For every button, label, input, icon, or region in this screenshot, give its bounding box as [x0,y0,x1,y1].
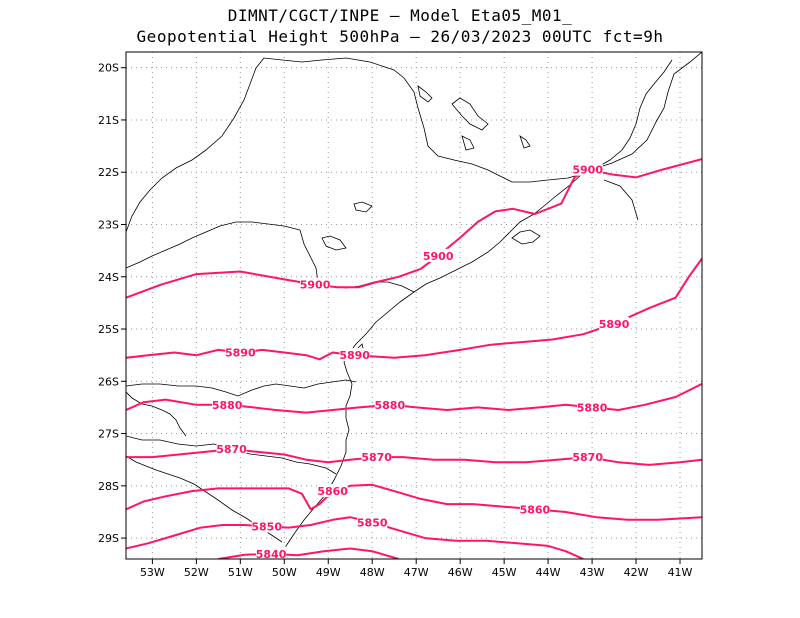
contour-label-bg [339,348,370,362]
contour-label-bg [212,397,243,411]
x-tick-label: 50W [272,566,297,579]
contour-lines [126,158,702,559]
axis-ticks: 53W 52W 51W 50W 49W 48W 47W 46W 45W 44W 43W 42W 41W 2… [98,62,693,579]
contour-label-5860: 5860 [317,485,348,498]
y-tick-label: 21S [98,114,119,127]
contour-label-bg [225,345,256,359]
country-border [126,221,301,269]
x-tick-label: 52W [184,566,209,579]
x-tick-label: 46W [448,566,473,579]
contour-label-bg [251,519,282,533]
state-border [581,59,673,175]
contour-label-bg [572,450,603,464]
contour-label-bg [577,400,608,414]
x-tick-label: 42W [624,566,649,579]
contour-label-bg [423,248,454,262]
contour-labels: 5900 5900 5900 5890 5890 5890 5880 5880 5880 5870… [212,162,630,561]
contour-label-bg [519,502,550,516]
contour-5900 [126,158,702,299]
y-tick-label: 20S [98,62,119,75]
contour-label-5840: 5840 [256,548,287,561]
contour-label-5890: 5890 [599,318,630,331]
contour-label-bg [572,162,603,176]
x-tick-label: 49W [316,566,341,579]
x-tick-label: 51W [228,566,253,579]
contour-label-5890: 5890 [225,347,256,360]
chart-title-line2: Geopotential Height 500hPa — 26/03/2023 … [136,27,664,46]
contour-label-bg [599,316,630,330]
contour-label-5870: 5870 [572,451,603,464]
y-tick-label: 24S [98,271,119,284]
x-tick-label: 47W [404,566,429,579]
contour-label-bg [357,515,388,529]
contour-label-5870: 5870 [216,443,247,456]
y-tick-label: 25S [98,323,119,336]
contour-label-5860: 5860 [520,503,551,516]
x-tick-label: 48W [360,566,385,579]
x-tick-label: 43W [580,566,605,579]
x-tick-label: 41W [668,566,693,579]
contour-label-5880: 5880 [212,399,243,412]
state-border [126,57,583,233]
country-border [126,391,187,437]
y-tick-label: 23S [98,218,119,231]
contour-label-bg [300,277,331,291]
y-tick-label: 27S [98,428,119,441]
contour-label-5850: 5850 [357,516,388,529]
y-tick-label: 28S [98,480,119,493]
coastline-borders [126,52,702,559]
contour-label-5880: 5880 [375,399,406,412]
y-tick-label: 26S [98,375,119,388]
x-tick-label: 44W [536,566,561,579]
coastline [279,52,702,559]
y-tick-label: 29S [98,532,119,545]
contour-label-bg [216,442,247,456]
contour-5860 [126,483,702,521]
contour-5850 [126,516,584,559]
contour-label-bg [361,450,392,464]
contour-5870 [126,448,702,466]
contour-label-bg [374,397,405,411]
contour-label-5870: 5870 [361,451,392,464]
x-tick-label: 45W [492,566,517,579]
contour-label-5900: 5900 [300,279,331,292]
contour-5840 [218,547,399,559]
contour-label-5880: 5880 [577,401,608,414]
graticule [126,52,702,559]
chart-title-line1: DIMNT/CGCT/INPE — Model Eta05_M01_ [227,6,573,25]
state-border [126,379,357,397]
contour-label-5900: 5900 [572,164,603,177]
contour-label-bg [256,546,287,560]
contour-label-bg [317,484,348,498]
y-tick-label: 22S [98,166,119,179]
x-tick-label: 53W [140,566,165,579]
plot-frame [125,51,703,560]
contour-label-5900: 5900 [423,250,454,263]
contour-label-5850: 5850 [251,521,282,534]
contour-label-5890: 5890 [339,349,370,362]
